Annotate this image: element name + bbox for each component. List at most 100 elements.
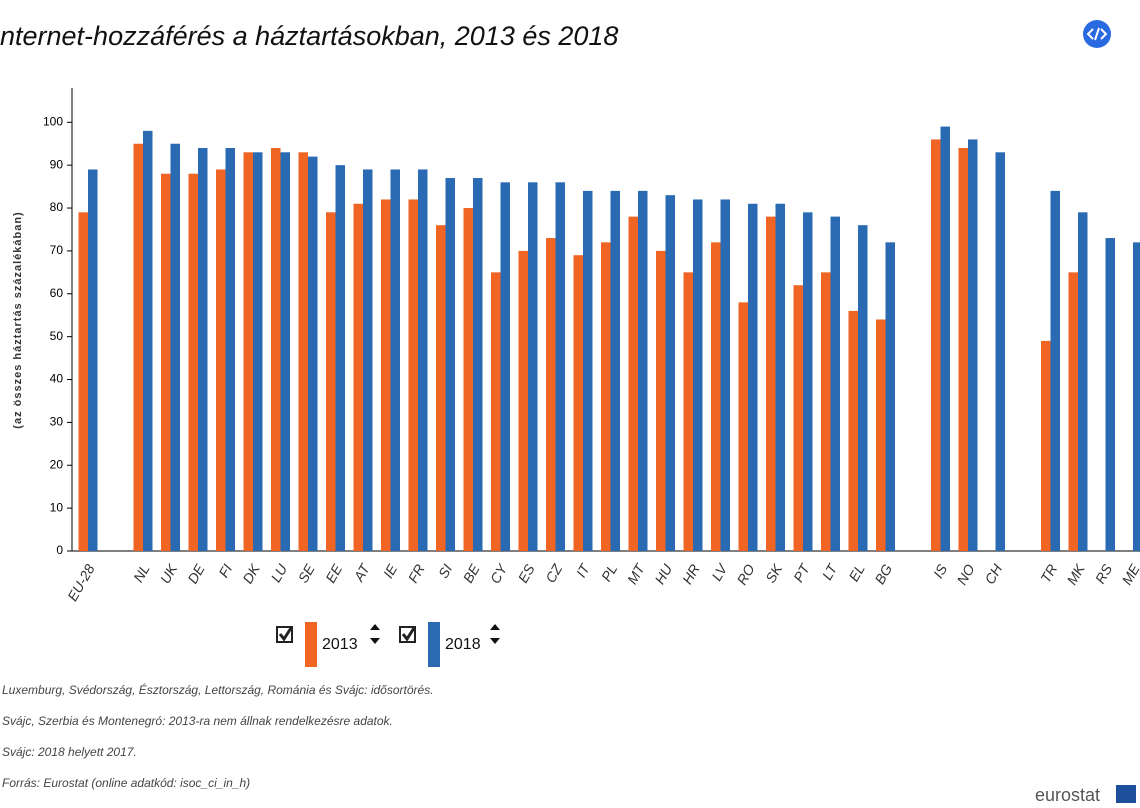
bar [473,178,483,551]
bar [353,203,363,551]
bar [170,143,180,551]
y-axis-label: (az összes háztartás százalékában) [12,211,24,428]
bar [463,208,473,551]
bar [335,165,345,551]
bar [445,178,455,551]
bar [225,148,235,551]
bar [555,182,565,551]
bar [766,216,776,551]
legend-swatch [428,622,440,667]
bar [390,169,400,551]
y-tick-label: 30 [50,415,64,429]
x-tick-label: ME [1118,561,1140,588]
bar [876,319,886,551]
y-tick-label: 50 [50,329,64,343]
bar [253,152,263,552]
bar [775,203,785,551]
x-tick-label: IT [573,560,594,580]
x-tick-label: MT [624,560,649,587]
bar [500,182,510,551]
logo-text: eurostat [1035,785,1100,803]
x-tick-label: LT [819,560,841,583]
x-tick-label: HU [651,561,675,587]
bar [793,285,803,551]
bar [803,212,813,551]
y-tick-label: 0 [56,543,63,557]
bar [143,130,153,552]
bar [188,173,198,552]
bar [78,212,88,551]
x-tick-label: BG [871,561,895,587]
bar [161,173,171,552]
y-tick-label: 100 [43,114,63,128]
x-tick-label: IE [380,561,401,581]
y-tick-label: 10 [50,500,64,514]
x-tick-label: DE [184,561,208,586]
bar [243,152,253,552]
bar [958,148,968,551]
bar [720,199,730,552]
bar [601,242,611,552]
x-tick-label: FR [405,561,428,585]
x-tick-label: ES [515,561,539,586]
code-button[interactable] [1083,20,1111,48]
sort-arrows[interactable] [490,624,500,644]
footnote: Luxemburg, Svédország, Észtország, Letto… [2,682,434,697]
legend [276,624,500,644]
x-tick-label: RS [1092,561,1116,586]
code-icon[interactable] [1086,27,1108,41]
bar [436,225,446,551]
x-tick-label: NL [130,561,153,585]
check-mark[interactable] [401,627,416,642]
bar [298,152,308,552]
bar [573,255,583,551]
legend-label: 2013 [322,636,358,653]
x-tick-label: CH [981,561,1005,587]
eurostat-logo: eurostat [1035,785,1136,805]
y-tick-label: 20 [50,457,64,471]
bar [1068,272,1078,551]
bar [683,272,693,551]
bar [693,199,703,552]
bar [995,152,1005,552]
logo-flag [1116,785,1136,803]
bar [271,148,281,551]
bar [830,216,840,551]
bar [408,199,418,552]
x-tick-label: SI [435,561,456,581]
x-tick-label: PL [598,561,620,584]
bar [1078,212,1088,551]
x-tick-label: IS [930,561,951,581]
bar [1050,190,1060,551]
check-mark[interactable] [278,627,293,642]
bar [583,190,593,551]
bar [216,169,226,551]
bar [610,190,620,551]
bar [738,302,748,551]
bar [280,152,290,552]
footnote: Svájc: 2018 helyett 2017. [2,745,137,759]
bar [711,242,721,552]
bar [638,190,648,551]
bar [1133,242,1140,552]
bar [326,212,336,551]
bar [381,199,391,552]
x-tick-label: RO [733,561,757,587]
x-tick-label: DK [239,561,263,586]
bar [1041,340,1051,551]
bar [748,203,758,551]
bar [656,250,666,551]
bar [885,242,895,552]
chart-title: nternet-hozzáférés a háztartásokban, 201… [0,21,618,51]
footnote: Svájc, Szerbia és Montenegró: 2013-ra ne… [2,714,393,728]
x-tick-label: NO [953,561,977,587]
legend-label: 2018 [445,636,481,653]
sort-arrows[interactable] [370,624,380,644]
bar [968,139,978,551]
bar [518,250,528,551]
y-tick-label: 80 [50,200,64,214]
bar [665,195,675,552]
x-tick-label: HR [679,561,703,587]
y-tick-label: 90 [50,157,64,171]
